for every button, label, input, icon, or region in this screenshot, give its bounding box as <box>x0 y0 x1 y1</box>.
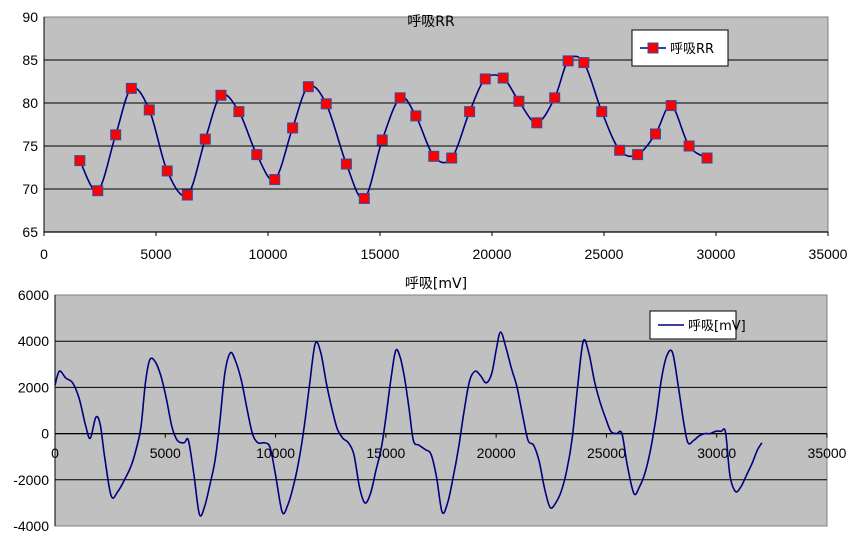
data-point-rr-27 <box>549 92 561 104</box>
data-point-rr-7 <box>199 133 211 145</box>
y-tick-label-rr-3: 80 <box>22 95 38 111</box>
data-point-rr-33 <box>650 128 662 140</box>
y-tick-label-rr-1: 70 <box>22 181 38 197</box>
y-tick-label-mv-4: 4000 <box>18 333 49 349</box>
data-point-rr-24 <box>497 72 509 84</box>
data-point-rr-15 <box>340 158 352 170</box>
data-point-rr-12 <box>287 122 299 134</box>
x-tick-label-rr-3: 15000 <box>361 246 400 262</box>
x-tick-label-mv-2: 10000 <box>256 445 295 461</box>
y-tick-label-rr-2: 75 <box>22 138 38 154</box>
legend-label-mv: 呼吸[mV] <box>688 319 746 334</box>
x-tick-label-rr-0: 0 <box>40 246 48 262</box>
y-tick-label-mv-0: -4000 <box>13 518 49 534</box>
y-tick-label-rr-4: 85 <box>22 52 38 68</box>
data-point-rr-8 <box>215 89 227 101</box>
data-point-rr-2 <box>110 129 122 141</box>
data-point-rr-34 <box>665 100 677 112</box>
y-tick-label-rr-0: 65 <box>22 224 38 240</box>
chart-title-rr: 呼吸RR <box>407 14 455 30</box>
data-point-rr-25 <box>513 95 525 107</box>
data-point-rr-19 <box>410 110 422 122</box>
x-tick-label-rr-4: 20000 <box>473 246 512 262</box>
data-point-rr-30 <box>596 106 608 118</box>
data-point-rr-31 <box>614 144 626 156</box>
data-point-rr-21 <box>446 152 458 164</box>
x-tick-label-rr-1: 5000 <box>140 246 171 262</box>
chart-title-mv: 呼吸[mV] <box>405 276 467 292</box>
data-point-rr-23 <box>479 73 491 85</box>
x-tick-label-mv-1: 5000 <box>150 445 181 461</box>
y-tick-label-mv-3: 2000 <box>18 379 49 395</box>
data-point-rr-1 <box>92 185 104 197</box>
x-tick-label-rr-6: 30000 <box>697 246 736 262</box>
data-point-rr-16 <box>358 192 370 204</box>
x-tick-label-mv-6: 30000 <box>697 445 736 461</box>
data-point-rr-35 <box>683 140 695 152</box>
data-point-rr-10 <box>251 149 263 161</box>
data-point-rr-3 <box>125 82 137 94</box>
y-tick-label-mv-5: 6000 <box>18 287 49 303</box>
data-point-rr-13 <box>302 81 314 93</box>
series-line-mv <box>54 331 763 517</box>
data-point-rr-11 <box>269 174 281 186</box>
data-point-rr-6 <box>181 189 193 201</box>
y-tick-label-mv-1: -2000 <box>13 472 49 488</box>
data-point-rr-18 <box>394 92 406 104</box>
x-tick-label-mv-3: 15000 <box>366 445 405 461</box>
data-point-rr-0 <box>74 155 86 167</box>
legend-label-rr: 呼吸RR <box>670 42 714 57</box>
data-point-rr-36 <box>701 152 713 164</box>
x-tick-label-mv-5: 25000 <box>587 445 626 461</box>
data-point-rr-9 <box>233 106 245 118</box>
data-point-rr-22 <box>464 106 476 118</box>
x-tick-label-mv-4: 20000 <box>477 445 516 461</box>
data-point-rr-28 <box>562 55 574 67</box>
data-point-rr-26 <box>531 117 543 129</box>
data-point-rr-4 <box>143 104 155 116</box>
y-tick-label-mv-2: 0 <box>41 426 49 442</box>
data-point-rr-32 <box>632 149 644 161</box>
data-point-rr-17 <box>376 134 388 146</box>
chart-rr: 65 70 75 80 85 90 0 5000 10000 15000 20000 25000 300… <box>22 9 847 262</box>
y-tick-label-rr-5: 90 <box>22 9 38 25</box>
data-point-rr-29 <box>578 57 590 69</box>
data-point-rr-20 <box>428 150 440 162</box>
x-tick-label-mv-7: 35000 <box>808 445 847 461</box>
legend-marker-rr <box>647 42 659 54</box>
data-point-rr-5 <box>161 165 173 177</box>
x-tick-label-rr-7: 35000 <box>809 246 848 262</box>
x-tick-label-rr-2: 10000 <box>249 246 288 262</box>
data-point-rr-14 <box>320 98 332 110</box>
x-tick-label-mv-0: 0 <box>51 445 59 461</box>
x-tick-label-rr-5: 25000 <box>585 246 624 262</box>
